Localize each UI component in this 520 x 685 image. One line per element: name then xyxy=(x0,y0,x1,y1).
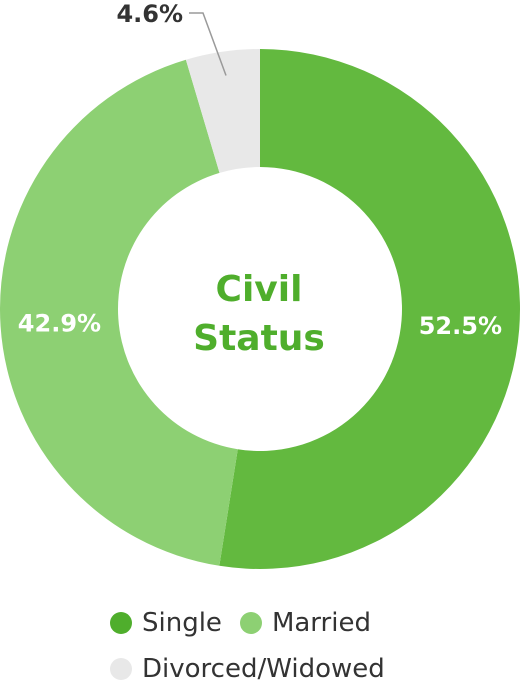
legend-item-married: Married xyxy=(239,608,371,638)
legend-row-1: Single Married xyxy=(110,608,389,638)
slice-label-divorced-widowed: 4.6% xyxy=(116,0,183,28)
legend-item-divorced-widowed: Divorced/Widowed xyxy=(110,654,385,684)
legend-swatch-married xyxy=(239,612,262,634)
donut-slice-married xyxy=(0,59,238,566)
chart-legend: Single Married Divorced/Widowed xyxy=(0,600,520,685)
donut-slices xyxy=(0,49,520,569)
slice-labels: 52.5% 42.9% 4.6% xyxy=(18,0,502,340)
legend-item-single: Single xyxy=(110,608,222,638)
slice-label-married: 42.9% xyxy=(18,309,101,337)
legend-swatch-divorced-widowed xyxy=(110,658,132,680)
legend-label-married: Married xyxy=(271,608,371,638)
legend-swatch-single xyxy=(110,612,132,634)
leader-line-divorced-widowed xyxy=(189,12,227,76)
donut-slice-divorced-widowed xyxy=(185,49,260,173)
legend-row-2: Divorced/Widowed xyxy=(110,654,403,684)
donut-chart: 52.5% 42.9% 4.6% Civil Status xyxy=(0,0,520,569)
slice-label-single: 52.5% xyxy=(419,312,502,340)
chart-title-line-1: Civil xyxy=(216,269,303,310)
legend-label-divorced-widowed: Divorced/Widowed xyxy=(142,654,385,684)
chart-title-line-2: Status xyxy=(193,318,325,359)
donut-slice-single xyxy=(219,49,520,569)
legend-label-single: Single xyxy=(142,608,222,638)
